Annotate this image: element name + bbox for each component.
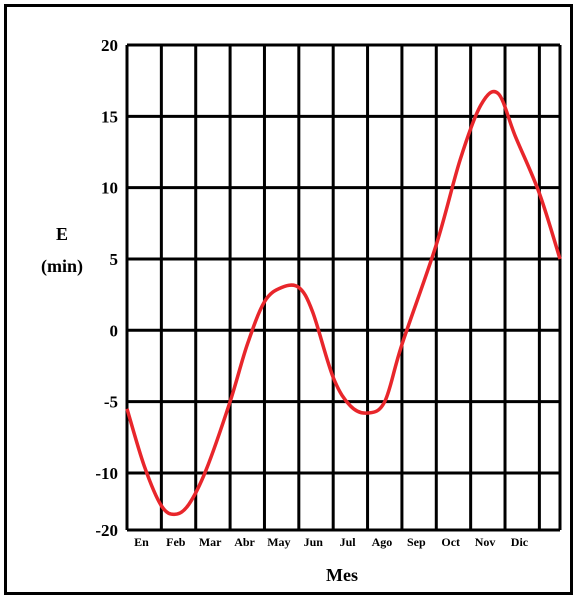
x-ticks: En Feb Mar Abr May Jun Jul Ago Sep Oct Nov Dic	[134, 535, 529, 549]
y-tick-label: 15	[101, 107, 118, 126]
x-tick-label: Mar	[199, 535, 222, 549]
x-tick-label: Jun	[304, 535, 324, 549]
chart-frame	[4, 4, 573, 595]
y-tick-label: 5	[110, 250, 119, 269]
x-tick-label: Jul	[340, 535, 357, 549]
y-tick-label: 0	[110, 321, 119, 340]
x-tick-label: May	[267, 535, 290, 549]
x-tick-label: Sep	[407, 535, 426, 549]
y-ticks: 20 15 10 5 0 -5 -10 -20	[95, 36, 118, 540]
x-tick-label: Feb	[166, 535, 186, 549]
y-tick-label: 10	[101, 179, 118, 198]
x-axis-label: Mes	[326, 565, 358, 585]
x-tick-label: Nov	[475, 535, 496, 549]
y-tick-label: 20	[101, 36, 118, 55]
x-tick-label: Oct	[441, 535, 460, 549]
x-tick-label: Dic	[511, 535, 529, 549]
y-tick-label: -20	[95, 521, 118, 540]
y-axis-label-line2: (min)	[41, 256, 83, 277]
y-axis-label-line1: E	[56, 224, 68, 244]
series	[125, 89, 562, 517]
x-tick-label: Ago	[372, 535, 393, 549]
x-tick-label: En	[134, 535, 149, 549]
grid	[125, 43, 562, 532]
x-tick-label: Abr	[234, 535, 255, 549]
y-tick-label: -5	[104, 393, 118, 412]
y-tick-label: -10	[95, 464, 118, 483]
series-line	[125, 89, 562, 517]
